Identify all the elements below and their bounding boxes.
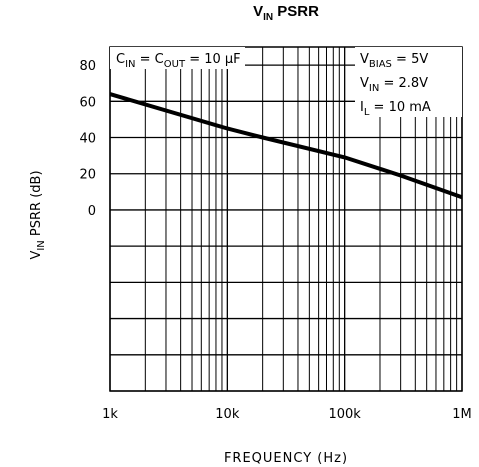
y-tick-label: 80 xyxy=(79,59,96,74)
annotation: VBIAS = 5V xyxy=(360,52,428,70)
marks xyxy=(109,47,463,200)
y-tick-label: 0 xyxy=(88,204,96,219)
annotation: IL = 10 mA xyxy=(360,100,431,118)
annotation-box xyxy=(110,47,245,69)
text-part: = 10 μF xyxy=(185,52,241,67)
text-part: V xyxy=(253,3,263,20)
subscript: IN xyxy=(125,59,135,70)
subscript: BIAS xyxy=(369,59,392,70)
x-tick-label: 1k xyxy=(102,407,118,422)
subscript: OUT xyxy=(164,59,186,70)
text-part: = C xyxy=(136,52,164,67)
plot-frame xyxy=(109,46,463,392)
annotation-box xyxy=(355,47,462,117)
grid xyxy=(109,46,463,392)
text-part: PSRR xyxy=(273,3,319,20)
text-part: I xyxy=(360,100,364,115)
annotation: CIN = COUT = 10 μF xyxy=(116,52,241,70)
y-tick-label: 20 xyxy=(79,168,96,183)
subscript: IN xyxy=(36,240,47,250)
text-part: V xyxy=(29,251,44,260)
text-part: V xyxy=(360,76,369,91)
text-part: = 10 mA xyxy=(369,100,430,115)
annotation: VIN = 2.8V xyxy=(360,76,428,94)
x-tick-label: 1M xyxy=(452,407,472,422)
text-part: = 5V xyxy=(392,52,428,67)
subscript: L xyxy=(364,107,370,118)
text-part: = 2.8V xyxy=(379,76,428,91)
x-tick-label: 100k xyxy=(328,407,361,422)
data-line xyxy=(109,92,463,200)
text-part: C xyxy=(116,52,125,67)
x-tick-label: 10k xyxy=(215,407,240,422)
y-axis-label: VIN PSRR (dB) xyxy=(29,170,47,259)
text-part: PSRR (dB) xyxy=(29,170,44,240)
y-tick-label: 60 xyxy=(79,95,96,110)
text-part: V xyxy=(360,52,369,67)
chart-title: VIN PSRR xyxy=(253,3,319,23)
y-tick-label: 40 xyxy=(79,132,96,147)
x-axis-label: FREQUENCY (Hz) xyxy=(224,451,348,466)
subscript: IN xyxy=(263,12,273,23)
subscript: IN xyxy=(369,83,379,94)
